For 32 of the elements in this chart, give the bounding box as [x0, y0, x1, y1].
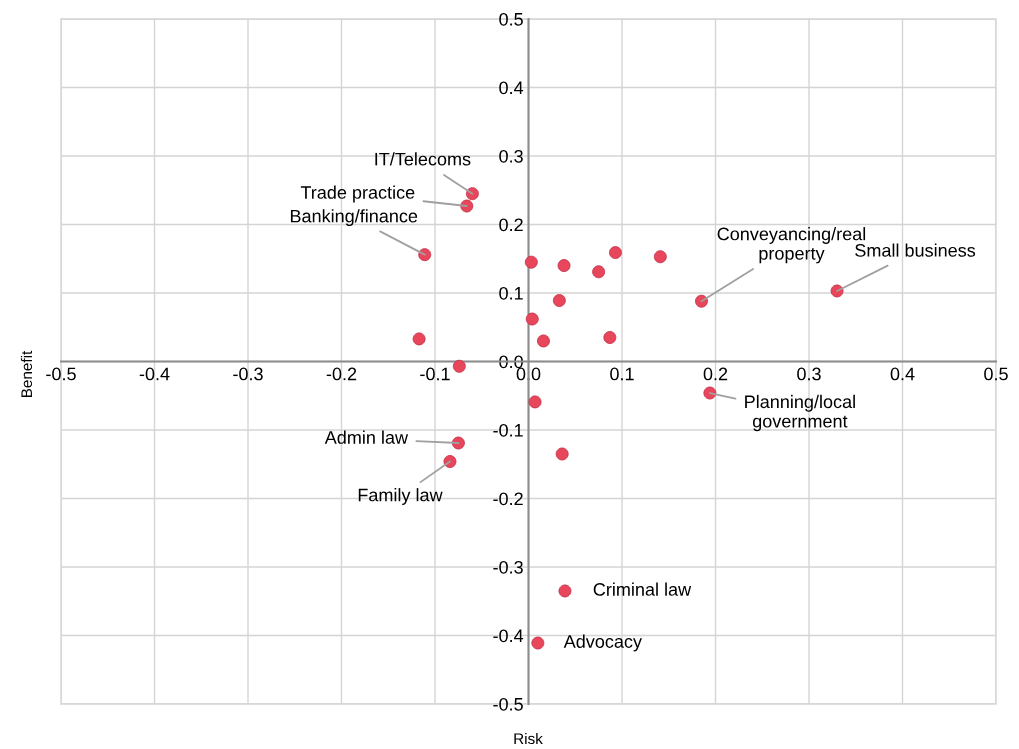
- annotation: Admin law: [324, 430, 409, 444]
- y-tick-label: -0.2: [493, 492, 523, 506]
- annotation: Criminal law: [593, 582, 692, 596]
- annotation: Trade practice: [300, 185, 415, 203]
- y-tick-label: -0.4: [493, 629, 524, 643]
- y-tick-label: -0.5: [493, 697, 523, 711]
- x-tick-label: -0.2: [326, 367, 357, 381]
- x-tick-label: -0.5: [46, 367, 76, 381]
- annotation: Banking/finance: [290, 209, 418, 227]
- y-tick-label: 0.2: [499, 218, 523, 232]
- x-tick-label: -0.4: [139, 367, 170, 381]
- x-tick-label: 0.5: [984, 367, 1008, 381]
- x-tick-label: -0.1: [420, 367, 450, 381]
- y-tick-label: 0.5: [499, 12, 523, 26]
- x-axis-title: Risk: [514, 732, 543, 745]
- y-tick-label: -0.3: [493, 560, 523, 574]
- y-tick-label: -0.1: [493, 423, 523, 437]
- annotation: Family law: [358, 488, 443, 505]
- annotation: Planning/local government: [745, 394, 855, 432]
- annotation: Advocacy: [563, 634, 642, 652]
- y-axis-title: Benefit: [20, 350, 33, 398]
- x-tick-label: 0.2: [703, 367, 728, 381]
- x-tick-label: 0.3: [797, 367, 821, 381]
- annotation: IT/Telecoms: [375, 152, 471, 166]
- y-tick-label: 0.4: [499, 81, 524, 95]
- annotation: Small business: [855, 243, 976, 257]
- y-tick-label: 0.3: [499, 149, 523, 163]
- x-tick-label: -0.3: [233, 367, 263, 381]
- y-tick-label: 0.1: [499, 286, 523, 300]
- x-tick-label: 0.0: [516, 367, 541, 381]
- x-tick-label: 0.1: [610, 367, 634, 381]
- x-tick-label: 0.4: [890, 367, 915, 381]
